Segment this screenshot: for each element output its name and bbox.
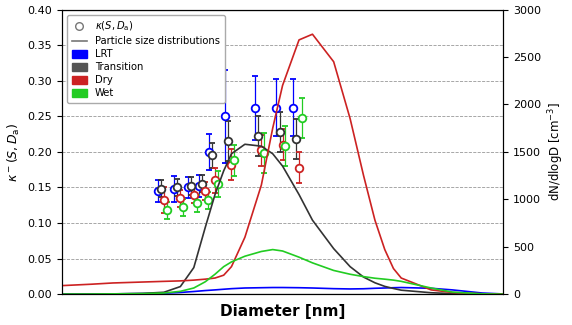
Y-axis label: dN/dlogD [cm$^{-3}$]: dN/dlogD [cm$^{-3}$] [547, 102, 566, 202]
Y-axis label: $\kappa^-(S,D_\mathrm{a})$: $\kappa^-(S,D_\mathrm{a})$ [6, 122, 22, 182]
X-axis label: Diameter [nm]: Diameter [nm] [220, 305, 345, 319]
Legend: $\kappa(S,D_\mathrm{a})$, Particle size distributions, LRT, Transition, Dry, Wet: $\kappa(S,D_\mathrm{a})$, Particle size … [67, 15, 225, 103]
